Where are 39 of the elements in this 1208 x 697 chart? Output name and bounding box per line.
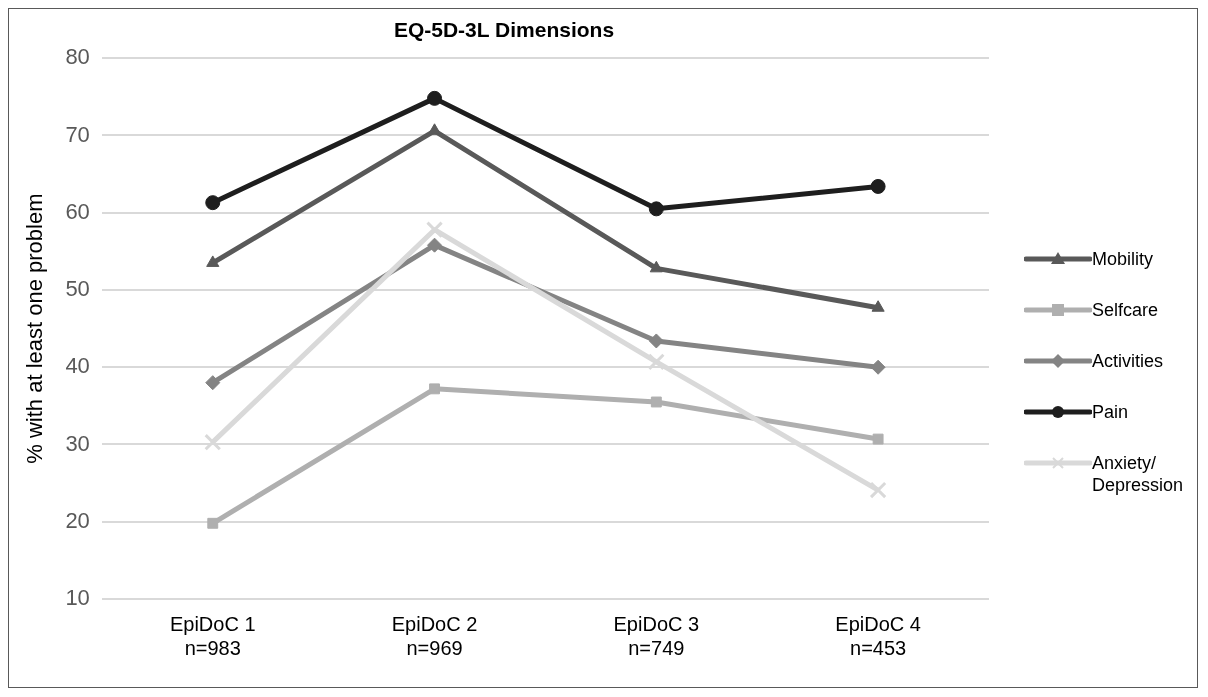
point	[204, 433, 222, 451]
point	[870, 178, 886, 194]
y-tick-label: 20	[65, 507, 90, 533]
x-tick-label: EpiDoC 4 n=453	[835, 612, 921, 659]
legend-label: Activities	[1092, 350, 1164, 372]
point	[425, 221, 444, 239]
y-tick-label: 30	[65, 430, 90, 456]
point	[427, 90, 443, 106]
point	[650, 396, 662, 408]
y-axis-title: % with at least one problem	[22, 193, 48, 464]
legend-label: Anxiety/ Depression	[1092, 452, 1185, 496]
chart-title: EQ-5D-3L Dimensions	[393, 18, 615, 42]
legend-label: Mobility	[1092, 248, 1154, 270]
point	[205, 375, 221, 391]
point	[872, 433, 884, 445]
point	[648, 333, 664, 349]
x-tick-label: EpiDoC 2 n=969	[391, 612, 478, 659]
point	[207, 517, 219, 529]
point	[649, 260, 663, 273]
point	[427, 237, 443, 253]
point	[870, 359, 886, 375]
y-tick-label: 50	[65, 276, 90, 302]
y-tick-label: 60	[65, 198, 90, 224]
y-tick-label: 70	[65, 121, 90, 147]
point	[206, 255, 220, 267]
y-tick-label: 10	[65, 585, 90, 611]
point	[647, 353, 665, 371]
point	[205, 195, 221, 211]
y-tick-label: 80	[65, 44, 90, 70]
legend-label: Selfcare	[1092, 299, 1160, 321]
legend-label: Pain	[1092, 401, 1130, 423]
point	[648, 201, 664, 217]
point	[427, 123, 442, 135]
x-tick-label: EpiDoC 1 n=983	[169, 612, 256, 659]
point	[429, 383, 440, 395]
point	[869, 481, 887, 499]
y-tick-label: 40	[65, 353, 90, 379]
point	[871, 300, 885, 312]
x-tick-label: EpiDoC 3 n=749	[613, 612, 700, 659]
